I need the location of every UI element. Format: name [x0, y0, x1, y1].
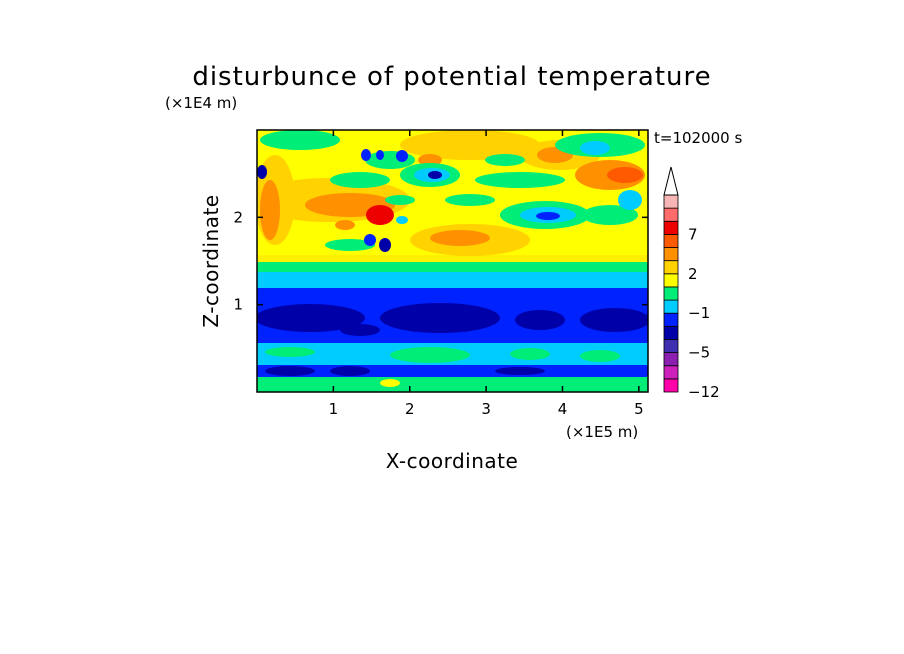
colorbar-swatch — [663, 260, 679, 275]
plot-frame — [256, 129, 649, 393]
y-scale-label: (×1E4 m) — [165, 94, 237, 112]
colorbar-swatch — [663, 312, 679, 327]
colorbar-swatch — [663, 325, 679, 340]
colorbar-swatch — [663, 247, 679, 262]
colorbar-tick-label: −1 — [688, 304, 710, 322]
colorbar-swatch — [663, 233, 679, 248]
x-tick-label: 1 — [329, 400, 339, 418]
time-label: t=102000 s — [654, 129, 742, 147]
axis-ticks: 1 2 3 4 5 1 2 — [233, 130, 648, 418]
colorbar-swatch — [663, 352, 679, 367]
x-axis-label: X-coordinate — [386, 449, 519, 473]
colorbar-swatch — [663, 273, 679, 288]
colorbar-tick-label: −5 — [688, 344, 710, 362]
colorbar-swatch — [663, 365, 679, 380]
x-tick-label: 4 — [558, 400, 568, 418]
colorbar-swatch — [663, 299, 679, 314]
x-tick-label: 2 — [405, 400, 415, 418]
colorbar-tick-label: 2 — [688, 265, 698, 283]
x-tick-label: 5 — [634, 400, 644, 418]
colorbar-swatch — [663, 339, 679, 354]
x-tick-label: 3 — [481, 400, 491, 418]
colorbar-swatch — [663, 207, 679, 222]
y-axis-label: Z-coordinate — [199, 194, 223, 327]
y-tick-label: 2 — [233, 208, 243, 226]
colorbar-extend-arrow — [663, 166, 679, 196]
contour-field — [257, 130, 648, 392]
y-tick-label: 1 — [233, 296, 243, 314]
colorbar-tick-label: −12 — [688, 383, 720, 401]
colorbar-swatch — [663, 286, 679, 301]
chart-title: disturbunce of potential temperature — [192, 62, 711, 92]
colorbar-swatch — [663, 194, 679, 209]
x-scale-label: (×1E5 m) — [566, 423, 638, 441]
colorbar-tick-label: 7 — [688, 225, 698, 243]
colorbar-swatch — [663, 378, 679, 393]
colorbar-swatch — [663, 220, 679, 235]
colorbar: 7 2 −1 −5 −12 — [663, 166, 720, 401]
